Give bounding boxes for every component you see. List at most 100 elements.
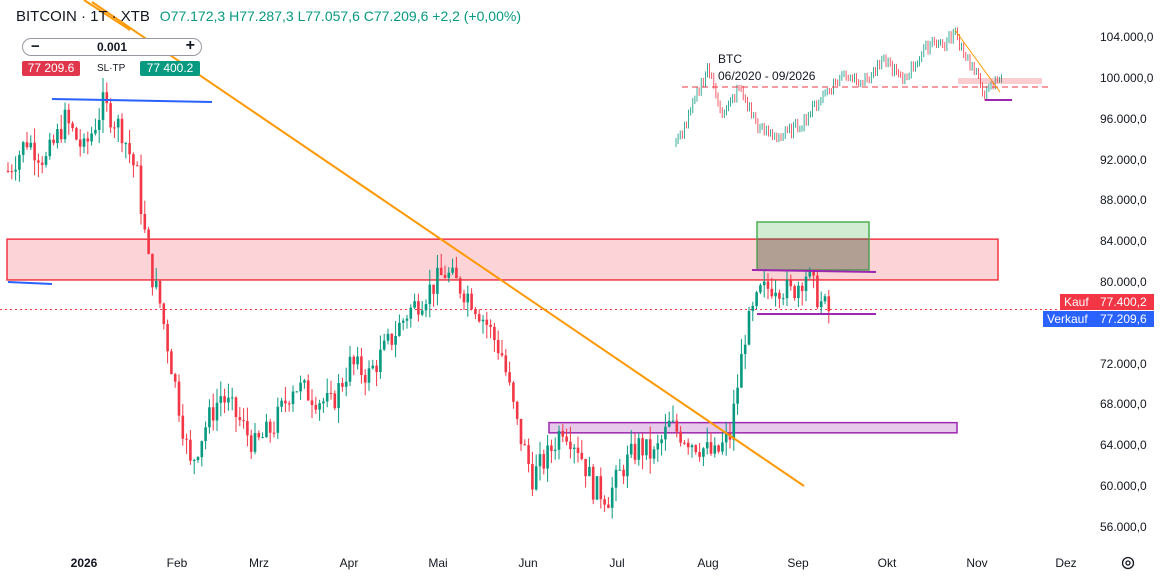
candle-body — [276, 406, 280, 433]
candle-body — [29, 142, 33, 148]
candle-body — [82, 138, 86, 147]
price-tick-label: 56.000,0 — [1100, 519, 1147, 534]
kauf-price-tag: 77.400,2 — [1096, 294, 1154, 310]
candle-body — [139, 165, 143, 215]
price-tick-label: 60.000,0 — [1100, 478, 1147, 493]
candle-body — [341, 383, 344, 387]
low-value: L77.057,6 — [297, 8, 360, 24]
drawn-lines — [7, 0, 877, 487]
candle-body — [565, 436, 568, 442]
candle-body — [808, 270, 812, 277]
candle-body — [128, 143, 131, 155]
support-zone — [548, 421, 958, 434]
candle-body — [6, 170, 10, 172]
candle-body — [458, 278, 462, 294]
candle-body — [462, 293, 466, 303]
candle-body — [629, 443, 633, 455]
candle-body — [470, 293, 473, 310]
symbol-title[interactable]: BITCOIN · 1T · XTB — [16, 8, 150, 25]
candle-body — [721, 442, 724, 452]
candle-body — [189, 439, 192, 461]
candle-body — [71, 123, 74, 129]
candle-body — [405, 318, 409, 321]
candle-body — [132, 154, 135, 166]
high-value: H77.287,3 — [229, 8, 294, 24]
candle-body — [424, 304, 428, 311]
time-tick-label: Mai — [428, 556, 448, 570]
candle-body — [329, 393, 333, 395]
candle-body — [785, 280, 789, 299]
time-tick-label: Jul — [609, 556, 625, 570]
candle-body — [508, 372, 511, 383]
candle-body — [363, 375, 367, 383]
candle-body — [561, 430, 565, 437]
candle-body — [113, 127, 116, 129]
candle-body — [819, 301, 823, 308]
candle-body — [591, 466, 595, 500]
candle-body — [86, 138, 90, 142]
candle-body — [823, 296, 827, 302]
candle-body — [287, 403, 291, 405]
quantity-stepper[interactable]: − 0.001 + — [22, 37, 202, 56]
sltp-button[interactable]: SL·TP — [97, 63, 126, 74]
candle-body — [280, 400, 283, 407]
candle-body — [401, 320, 405, 323]
candle-body — [105, 92, 109, 104]
candle-body — [94, 129, 97, 134]
candle-body — [268, 421, 272, 433]
candle-body — [382, 340, 386, 350]
candle-body — [344, 381, 348, 387]
price-tick-label: 64.000,0 — [1100, 438, 1147, 453]
candle-body — [120, 118, 124, 144]
open-value: O77.172,3 — [159, 8, 226, 24]
candle-body — [166, 324, 169, 352]
time-tick-label: Jun — [518, 556, 538, 570]
candle-body — [398, 322, 401, 336]
candle-body — [170, 351, 173, 375]
time-tick-label: Aug — [697, 556, 719, 570]
buy-button[interactable]: 77 400.2 — [140, 61, 200, 76]
candle-body — [637, 438, 641, 460]
candle-body — [219, 396, 223, 403]
candle-body — [481, 319, 485, 322]
candle-body — [257, 433, 261, 438]
candle-body — [736, 387, 739, 404]
candle-body — [318, 403, 321, 410]
candle-body — [595, 476, 599, 500]
candle-body — [683, 442, 686, 444]
candle-body — [515, 401, 519, 419]
candle-body — [774, 292, 777, 297]
time-tick-label: Apr — [339, 556, 359, 570]
increase-quantity-button[interactable]: + — [185, 37, 195, 54]
candle-body — [337, 383, 340, 409]
candle-body — [63, 109, 67, 140]
inset-subtitle: 06/2020 - 09/2026 — [718, 69, 816, 83]
candle-body — [686, 442, 690, 448]
candle-body — [177, 381, 181, 416]
candle-body — [253, 433, 257, 452]
candle-body — [451, 267, 454, 273]
candle-body — [409, 307, 413, 319]
candle-body — [230, 397, 234, 399]
candle-body — [455, 267, 458, 279]
decrease-quantity-button[interactable]: − — [31, 38, 40, 55]
candle-body — [781, 298, 785, 300]
sell-button[interactable]: 77 209.6 — [22, 61, 80, 76]
candle-body — [610, 487, 614, 508]
candle-body — [747, 310, 751, 345]
candle-body — [496, 339, 500, 354]
candle-body — [694, 445, 698, 453]
candle-body — [428, 284, 432, 305]
inset-chart — [672, 8, 1072, 194]
candle-body — [67, 109, 71, 124]
price-tick-label: 104.000,0 — [1100, 30, 1154, 45]
price-tick-label: 96.000,0 — [1100, 111, 1147, 126]
candle-body — [702, 448, 705, 457]
candle-body — [743, 344, 747, 354]
settings-gear-icon[interactable] — [1120, 555, 1136, 571]
candle-body — [299, 382, 302, 392]
candle-body — [215, 402, 219, 421]
candle-body — [227, 397, 230, 403]
quantity-value[interactable]: 0.001 — [96, 40, 128, 54]
